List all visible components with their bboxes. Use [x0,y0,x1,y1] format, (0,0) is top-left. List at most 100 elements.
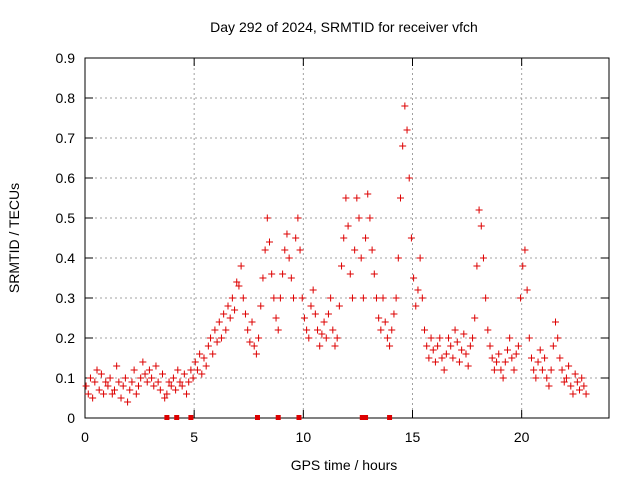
baseline-marker [174,415,180,420]
data-point [300,314,308,322]
data-point [407,234,415,242]
data-point [209,350,217,358]
data-point [475,206,483,214]
data-point [580,382,588,390]
data-point [523,286,531,294]
data-point [495,350,503,358]
data-point [154,378,162,386]
data-point [259,274,267,282]
data-point [414,286,422,294]
data-point [517,294,525,302]
data-point [320,318,328,326]
data-point [128,378,136,386]
data-point [316,342,324,350]
data-point [416,254,424,262]
data-point [265,238,273,246]
data-point [165,378,173,386]
data-point [134,382,142,390]
data-point [567,382,575,390]
data-point [156,386,164,394]
data-point [324,310,332,318]
data-point [338,262,346,270]
data-point [346,270,354,278]
data-point [484,326,492,334]
data-point [477,222,485,230]
data-point [383,334,391,342]
data-point [318,330,326,338]
data-point [501,358,509,366]
data-point [115,378,123,386]
data-point [562,374,570,382]
data-point [469,334,477,342]
y-tick-label: 0.3 [56,290,76,306]
y-tick-label: 0.2 [56,330,76,346]
data-point [95,386,103,394]
data-point [333,334,341,342]
data-point [344,222,352,230]
x-axis-label: GPS time / hours [291,457,398,473]
data-point [493,358,501,366]
data-point [252,350,260,358]
data-point [248,318,256,326]
data-point [172,386,180,394]
baseline-marker [164,415,170,420]
data-point [466,342,474,350]
data-point [322,334,330,342]
data-point [403,126,411,134]
data-point [460,330,468,338]
data-point [270,294,278,302]
data-point [366,214,374,222]
data-point [255,334,263,342]
y-tick-label: 0.7 [56,130,76,146]
data-point [204,342,212,350]
data-point [100,390,108,398]
data-point [423,342,431,350]
data-point [440,366,448,374]
data-point [556,354,564,362]
data-point [571,370,579,378]
data-point [237,262,245,270]
data-point [200,354,208,362]
data-point [479,254,487,262]
baseline-marker [254,415,260,420]
data-point [231,306,239,314]
data-point [379,294,387,302]
data-point [159,370,167,378]
y-tick-label: 0.4 [56,250,76,266]
data-point [257,302,265,310]
data-point [543,374,551,382]
data-point [329,326,337,334]
data-point [558,366,566,374]
data-point [84,390,92,398]
data-point [305,334,313,342]
x-tick-label: 20 [514,429,530,445]
data-point [488,354,496,362]
data-point [126,386,134,394]
data-point [514,342,522,350]
data-point [447,342,455,350]
data-point [578,374,586,382]
data-point [386,342,394,350]
data-point [296,246,304,254]
baseline-marker [359,415,365,420]
data-point [106,374,114,382]
data-point [298,294,306,302]
data-point [471,314,479,322]
data-point [396,194,404,202]
data-point [340,234,348,242]
y-tick-label: 0.8 [56,90,76,106]
data-point [185,378,193,386]
plot-frame [84,57,610,419]
x-tick-label: 0 [81,429,89,445]
baseline-marker [363,415,369,420]
data-point [222,326,230,334]
data-point [458,346,466,354]
data-point [226,314,234,322]
data-point [512,350,520,358]
data-point [137,374,145,382]
data-point [473,262,481,270]
data-point [285,254,293,262]
data-point [364,190,372,198]
data-point [375,314,383,322]
data-point [246,338,254,346]
